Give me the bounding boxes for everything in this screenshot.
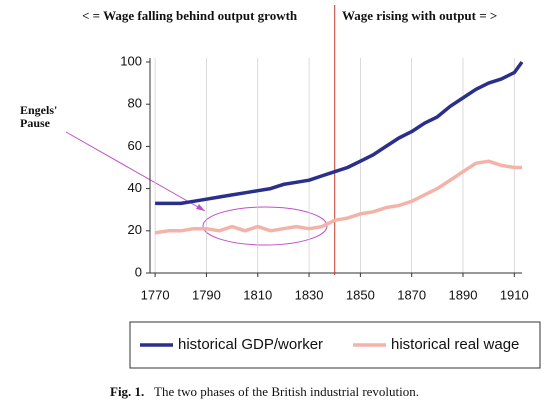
y-tick-label: 0 (135, 264, 142, 279)
y-tick-label: 80 (128, 96, 142, 111)
series-line (154, 159, 522, 235)
y-tick-label: 60 (128, 138, 142, 153)
caption-label: Fig. 1. (110, 384, 144, 399)
legend-label: historical GDP/worker (178, 336, 323, 353)
annotation: Pause (20, 116, 51, 130)
y-tick-label: 20 (128, 222, 142, 237)
x-tick-label: 1790 (192, 287, 221, 302)
y-tick-label: 100 (120, 53, 142, 68)
x-tick-label: 1850 (346, 287, 375, 302)
legend-box (129, 321, 541, 369)
x-tick-label: 1910 (500, 287, 529, 302)
header-right: Wage rising with output = > (342, 8, 497, 23)
header-left: < = Wage falling behind output growth (82, 8, 298, 23)
y-tick-label: 40 (128, 180, 142, 195)
caption: The two phases of the British industrial… (154, 384, 419, 399)
x-tick-label: 1810 (243, 287, 272, 302)
x-tick-label: 1890 (449, 287, 478, 302)
x-tick-label: 1770 (141, 287, 170, 302)
series-line (155, 60, 524, 206)
legend-label: historical real wage (391, 336, 519, 353)
x-tick-label: 1830 (295, 287, 324, 302)
annotation-arrow (65, 131, 206, 212)
x-tick-label: 1870 (397, 287, 426, 302)
annotation: Engels' (20, 103, 57, 117)
arrow-head (196, 204, 205, 211)
annotation-ellipse (202, 206, 328, 246)
